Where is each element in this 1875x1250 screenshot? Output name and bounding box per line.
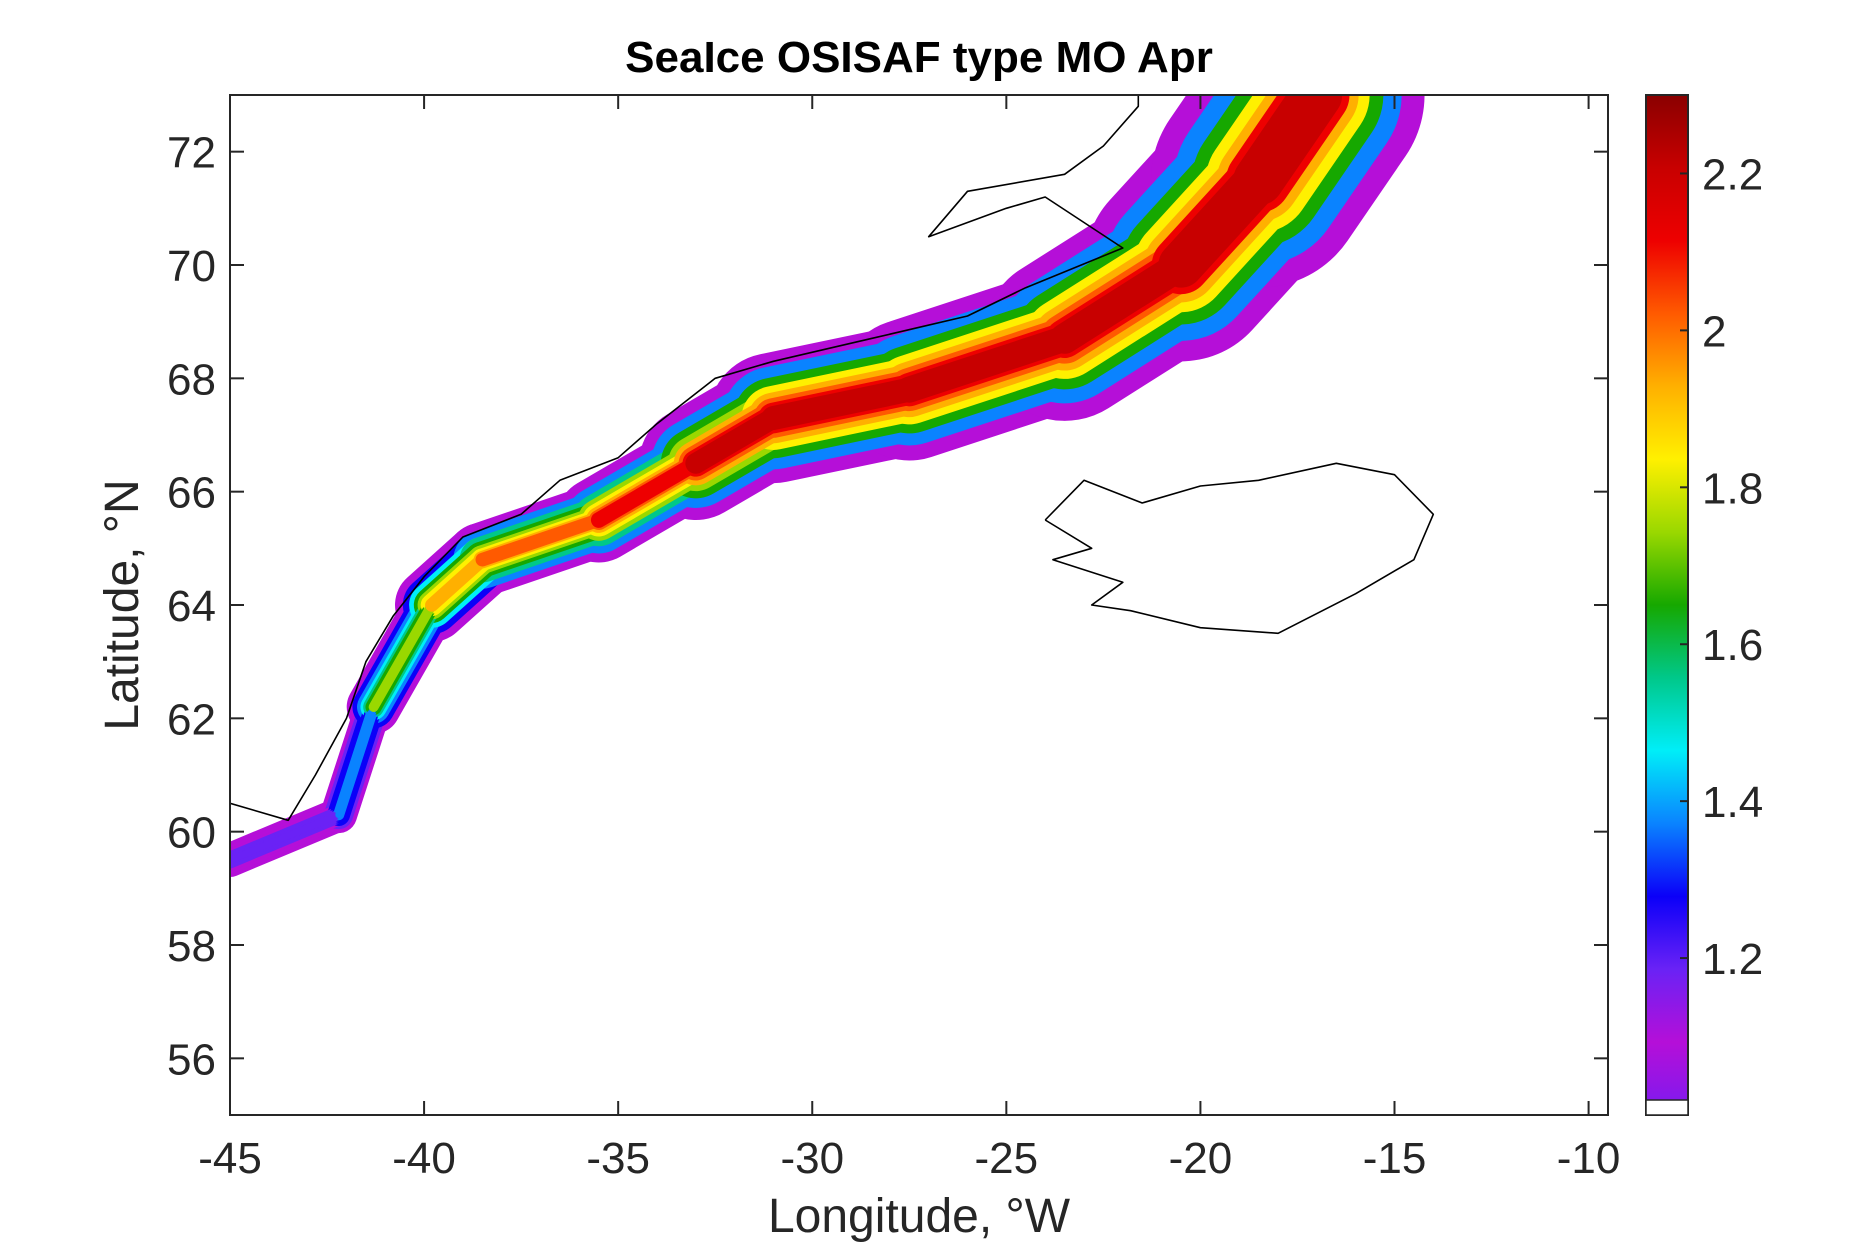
ice-band-segment [590,455,704,528]
x-tick-label: -30 [780,1134,844,1183]
x-axis-ticks: -45 -40 -35 -30 -25 -20 -15 -10 [198,95,1620,1183]
colorbar-tick-label: 1.8 [1702,464,1763,513]
y-tick-label: 64 [167,582,216,631]
ice-band-segment [475,513,606,567]
y-tick-label: 70 [167,242,216,291]
chart-title: SeaIce OSISAF type MO Apr [625,33,1213,82]
ice-band-segment [368,600,437,712]
x-tick-label: -45 [198,1134,262,1183]
y-axis-label: Latitude, °N [96,479,149,730]
y-tick-label: 66 [167,469,216,518]
ice-band-segment [1049,249,1197,354]
y-tick-label: 72 [167,129,216,178]
coastline-greenland [230,95,1140,822]
colorbar-tick-label: 1.4 [1702,778,1763,827]
ice-band-segment [896,325,1078,403]
y-tick-label: 68 [167,355,216,404]
colorbar-tick-label: 1.6 [1702,621,1763,670]
colorbar-tick-label: 1.2 [1702,935,1763,984]
colorbar-ticks: 1.2 1.4 1.6 1.8 2 2.2 [1680,150,1763,984]
x-tick-label: -35 [586,1134,650,1183]
ice-band-segment [230,811,342,864]
y-tick-label: 60 [167,809,216,858]
sea-ice-heatmap [230,95,1425,877]
x-tick-label: -20 [1169,1134,1233,1183]
y-axis-ticks: 56 58 60 62 64 66 68 70 72 [167,129,1608,1084]
y-tick-label: 58 [167,922,216,971]
ice-band-segment [761,377,922,430]
x-tick-label: -10 [1557,1134,1621,1183]
x-tick-label: -25 [975,1134,1039,1183]
ice-band-segment [335,703,378,819]
x-axis-label: Longitude, °W [768,1190,1071,1243]
ice-band-segment [425,552,490,612]
colorbar [1645,94,1689,1116]
colorbar-tick-label: 2 [1702,307,1726,356]
coastlines [230,95,1435,822]
coastline-iceland [1044,462,1435,635]
x-tick-label: -40 [392,1134,456,1183]
y-tick-label: 56 [167,1035,216,1084]
colorbar-tick-label: 2.2 [1702,150,1763,199]
y-tick-label: 62 [167,695,216,744]
ice-band-segment [1238,95,1337,200]
ice-band-segment [685,407,784,474]
colorbar-below-min-swatch [1645,1099,1689,1116]
x-tick-label: -15 [1363,1134,1427,1183]
